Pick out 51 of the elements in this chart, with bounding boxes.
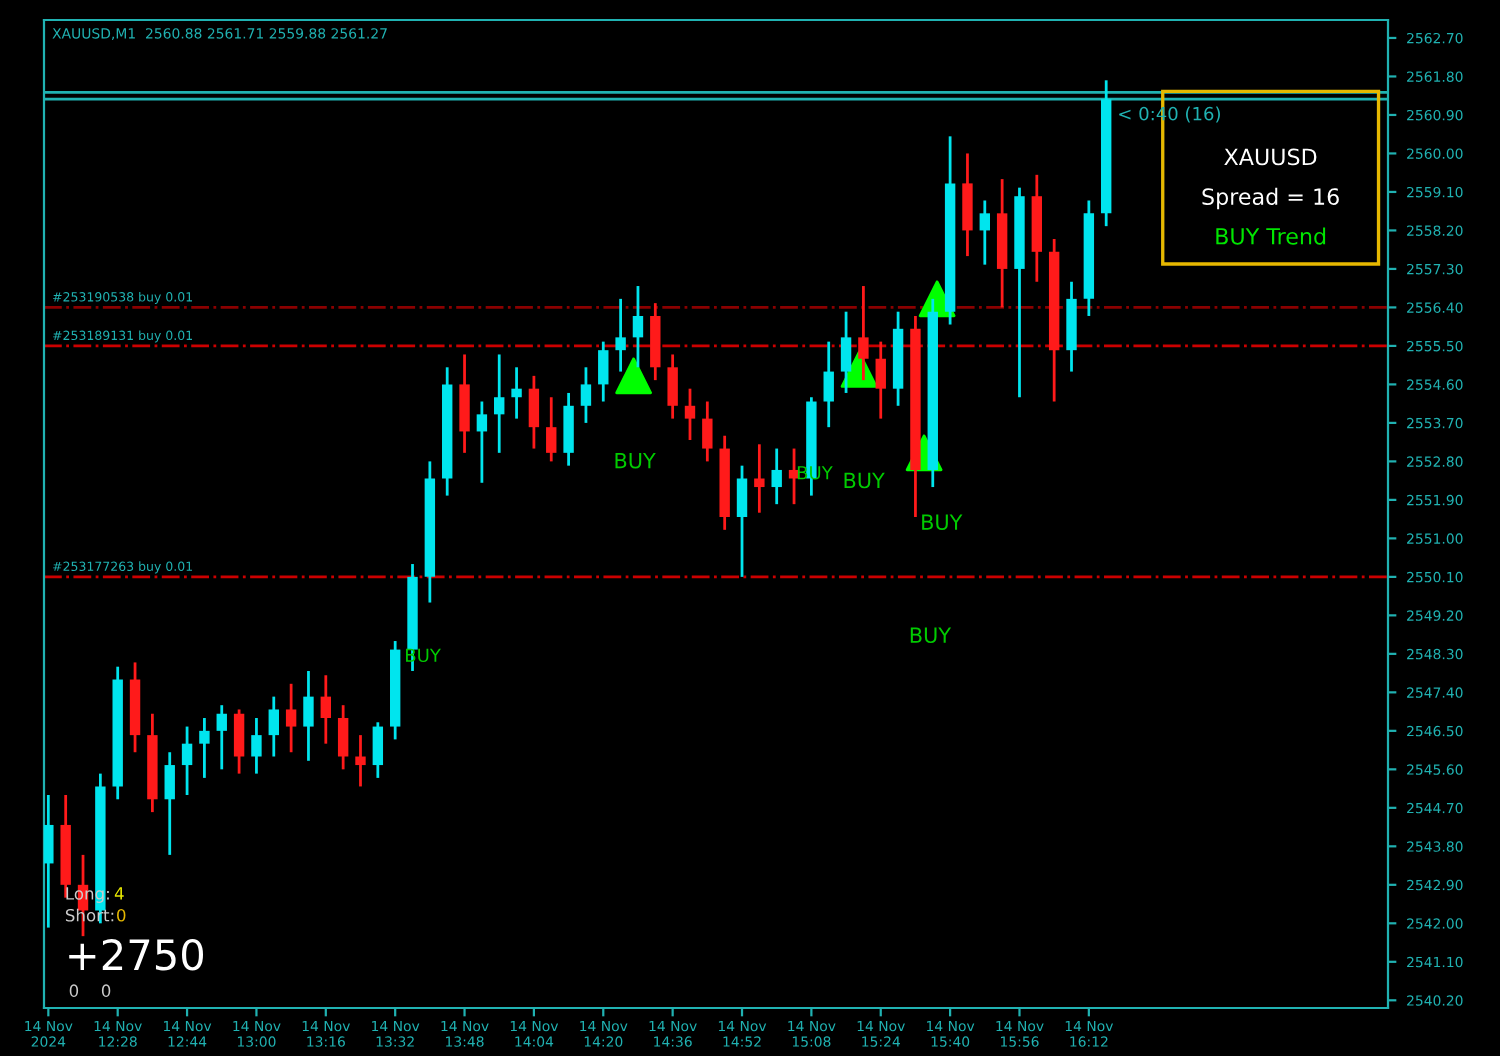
point: [615, 357, 653, 395]
candlestick: [372, 720, 384, 780]
candlestick: [875, 340, 886, 421]
annotation: 0: [69, 984, 79, 997]
candlestick: [840, 310, 852, 395]
annotation: BUY: [922, 514, 963, 530]
candlestick: [233, 708, 245, 776]
candlestick: [476, 400, 488, 485]
candlestick: [563, 391, 574, 468]
candlestick: [44, 793, 54, 929]
candlestick: [962, 152, 973, 258]
candlestick: [494, 353, 505, 455]
annotation: 0: [117, 908, 126, 922]
candlestick: [355, 733, 366, 788]
annotation: BUY: [910, 627, 952, 644]
annotation: +2750: [69, 938, 204, 971]
candlestick: [667, 353, 678, 421]
candlestick: [337, 703, 349, 771]
candlestick: [823, 340, 834, 429]
annotation: BUY: [615, 452, 656, 469]
candlestick: [702, 400, 713, 463]
candlestick: [216, 703, 227, 771]
candlestick: [754, 442, 765, 515]
candlestick: [251, 716, 262, 776]
candlestick: [788, 447, 800, 506]
candlestick: [199, 716, 210, 780]
annotation: Spread = 16: [1202, 187, 1339, 210]
candlestick: [303, 669, 314, 763]
candlestick: [164, 750, 175, 857]
candlestick: [511, 365, 522, 421]
candlestick: [979, 199, 990, 267]
annotation: 4: [114, 887, 124, 900]
annotation: XAUUSD: [1224, 148, 1317, 166]
candlestick: [320, 673, 332, 746]
candlestick: [546, 395, 557, 463]
candlestick: [598, 340, 609, 403]
annotation: 0: [101, 984, 111, 997]
candlestick: [285, 682, 297, 754]
candlestick: [684, 387, 696, 442]
candlestick: [771, 447, 782, 506]
candlestick: [268, 695, 279, 758]
candlestick: [615, 297, 626, 373]
candlestick: [632, 284, 644, 369]
candlestick: [459, 353, 470, 455]
candlestick: [528, 374, 540, 450]
annotation: BUY Trend: [1216, 227, 1326, 245]
candlestick: [181, 725, 193, 797]
candlestick: [580, 365, 592, 425]
candlestick: [858, 284, 869, 382]
candlestick: [736, 464, 748, 579]
annotation: BUY: [844, 472, 885, 489]
